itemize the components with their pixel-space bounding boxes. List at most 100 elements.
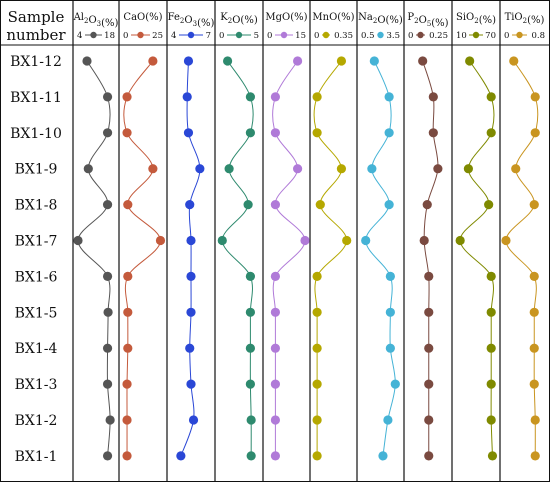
point-k2o-bx1-6 — [245, 271, 255, 281]
row-label-bx1-3: BX1-3 — [15, 377, 58, 393]
scale-max-na2o: 3.5 — [386, 31, 400, 41]
point-cao-bx1-5 — [123, 307, 133, 317]
point-fe2o3-bx1-7 — [186, 235, 196, 246]
header-sample-label: Sample — [8, 8, 65, 26]
point-tio2-bx1-4 — [529, 343, 539, 353]
point-p2o5-bx1-4 — [424, 343, 434, 353]
panel-title-fe2o3: Fe2O3(%) — [168, 12, 215, 29]
point-na2o-bx1-5 — [385, 307, 395, 317]
point-sio2-bx1-6 — [486, 271, 496, 281]
scale-max-sio2: 70 — [485, 31, 496, 41]
panel-title-al2o3: Al2O3(%) — [73, 12, 119, 29]
point-fe2o3-bx1-6 — [186, 271, 196, 281]
row-label-bx1-10: BX1-10 — [10, 126, 62, 142]
point-mgo-bx1-6 — [270, 271, 280, 281]
point-al2o3-bx1-11 — [102, 92, 113, 102]
point-mno-bx1-8 — [315, 200, 325, 210]
point-mgo-bx1-4 — [270, 343, 280, 353]
point-p2o5-bx1-11 — [428, 92, 438, 102]
point-mno-bx1-7 — [342, 235, 352, 246]
panel-title-sio2: SiO2(%) — [456, 12, 496, 26]
point-k2o-bx1-1 — [246, 451, 256, 461]
panel-title-mgo: MgO(%) — [265, 12, 307, 23]
point-tio2-bx1-5 — [529, 307, 539, 317]
point-na2o-bx1-10 — [384, 128, 394, 138]
point-mgo-bx1-12 — [293, 56, 303, 66]
row-label-bx1-9: BX1-9 — [15, 162, 58, 178]
row-label-bx1-11: BX1-11 — [10, 90, 62, 106]
point-sio2-bx1-1 — [487, 451, 498, 461]
point-cao-bx1-2 — [122, 415, 132, 425]
scale-max-k2o: 5 — [254, 31, 259, 41]
point-na2o-bx1-11 — [384, 92, 394, 102]
point-al2o3-bx1-6 — [102, 271, 113, 281]
scale-max-cao: 25 — [152, 31, 163, 41]
scale-max-fe2o3: 7 — [206, 31, 211, 41]
point-fe2o3-bx1-4 — [185, 343, 195, 353]
point-al2o3-bx1-5 — [103, 307, 113, 317]
scale-min-tio2: 0 — [504, 31, 509, 41]
point-k2o-bx1-3 — [245, 379, 255, 389]
point-mgo-bx1-11 — [270, 92, 280, 102]
panel-title-k2o: K2O(%) — [220, 12, 258, 26]
point-cao-bx1-9 — [148, 164, 158, 174]
scale-dot-al2o3 — [90, 31, 97, 39]
point-na2o-bx1-7 — [361, 235, 371, 246]
point-cao-bx1-10 — [122, 128, 132, 138]
scale-max-p2o5: 0.25 — [429, 31, 448, 41]
point-mno-bx1-12 — [336, 56, 347, 66]
point-p2o5-bx1-10 — [428, 128, 438, 138]
point-al2o3-bx1-8 — [102, 200, 113, 210]
row-label-bx1-7: BX1-7 — [15, 234, 58, 250]
point-na2o-bx1-6 — [385, 271, 395, 281]
point-cao-bx1-11 — [122, 92, 132, 102]
point-fe2o3-bx1-8 — [185, 200, 195, 210]
point-p2o5-bx1-6 — [424, 271, 434, 281]
point-al2o3-bx1-10 — [102, 128, 113, 138]
point-p2o5-bx1-5 — [424, 307, 434, 317]
point-sio2-bx1-3 — [486, 379, 496, 389]
point-na2o-bx1-4 — [385, 343, 395, 353]
panel-title-mno: MnO(%) — [312, 12, 354, 23]
point-tio2-bx1-7 — [501, 235, 511, 246]
scale-dot-sio2 — [472, 31, 480, 39]
point-p2o5-bx1-9 — [433, 164, 443, 174]
point-mno-bx1-2 — [312, 415, 322, 425]
point-al2o3-bx1-12 — [82, 56, 92, 66]
scale-min-mgo: 0 — [267, 31, 272, 41]
row-label-bx1-5: BX1-5 — [15, 305, 58, 321]
point-tio2-bx1-1 — [530, 451, 540, 461]
point-al2o3-bx1-1 — [102, 451, 113, 461]
point-na2o-bx1-2 — [383, 415, 393, 425]
point-mno-bx1-9 — [336, 164, 347, 174]
scale-max-tio2: 0.8 — [531, 31, 545, 41]
point-fe2o3-bx1-2 — [188, 415, 199, 425]
point-mgo-bx1-7 — [300, 235, 310, 246]
point-mno-bx1-1 — [312, 451, 322, 461]
point-sio2-bx1-7 — [455, 235, 465, 246]
scale-min-sio2: 10 — [456, 31, 467, 41]
point-p2o5-bx1-12 — [418, 56, 428, 66]
point-sio2-bx1-2 — [486, 415, 496, 425]
point-tio2-bx1-3 — [529, 379, 539, 389]
scale-min-fe2o3: 4 — [171, 31, 176, 41]
point-cao-bx1-6 — [123, 271, 133, 281]
point-k2o-bx1-5 — [245, 307, 255, 317]
point-na2o-bx1-9 — [367, 164, 377, 174]
point-k2o-bx1-12 — [223, 56, 233, 66]
point-tio2-bx1-9 — [511, 164, 521, 174]
point-al2o3-bx1-3 — [102, 379, 113, 389]
point-mno-bx1-6 — [312, 271, 322, 281]
scale-min-al2o3: 4 — [77, 31, 82, 41]
point-mgo-bx1-3 — [270, 379, 280, 389]
row-label-bx1-2: BX1-2 — [15, 413, 58, 429]
scale-dot-p2o5 — [417, 31, 424, 39]
point-fe2o3-bx1-5 — [186, 307, 196, 317]
point-na2o-bx1-8 — [384, 200, 394, 210]
scale-max-mno: 0.35 — [334, 31, 353, 41]
row-label-bx1-12: BX1-12 — [10, 54, 62, 70]
panel-title-na2o: Na2O(%) — [358, 12, 403, 26]
point-sio2-bx1-12 — [465, 56, 475, 66]
